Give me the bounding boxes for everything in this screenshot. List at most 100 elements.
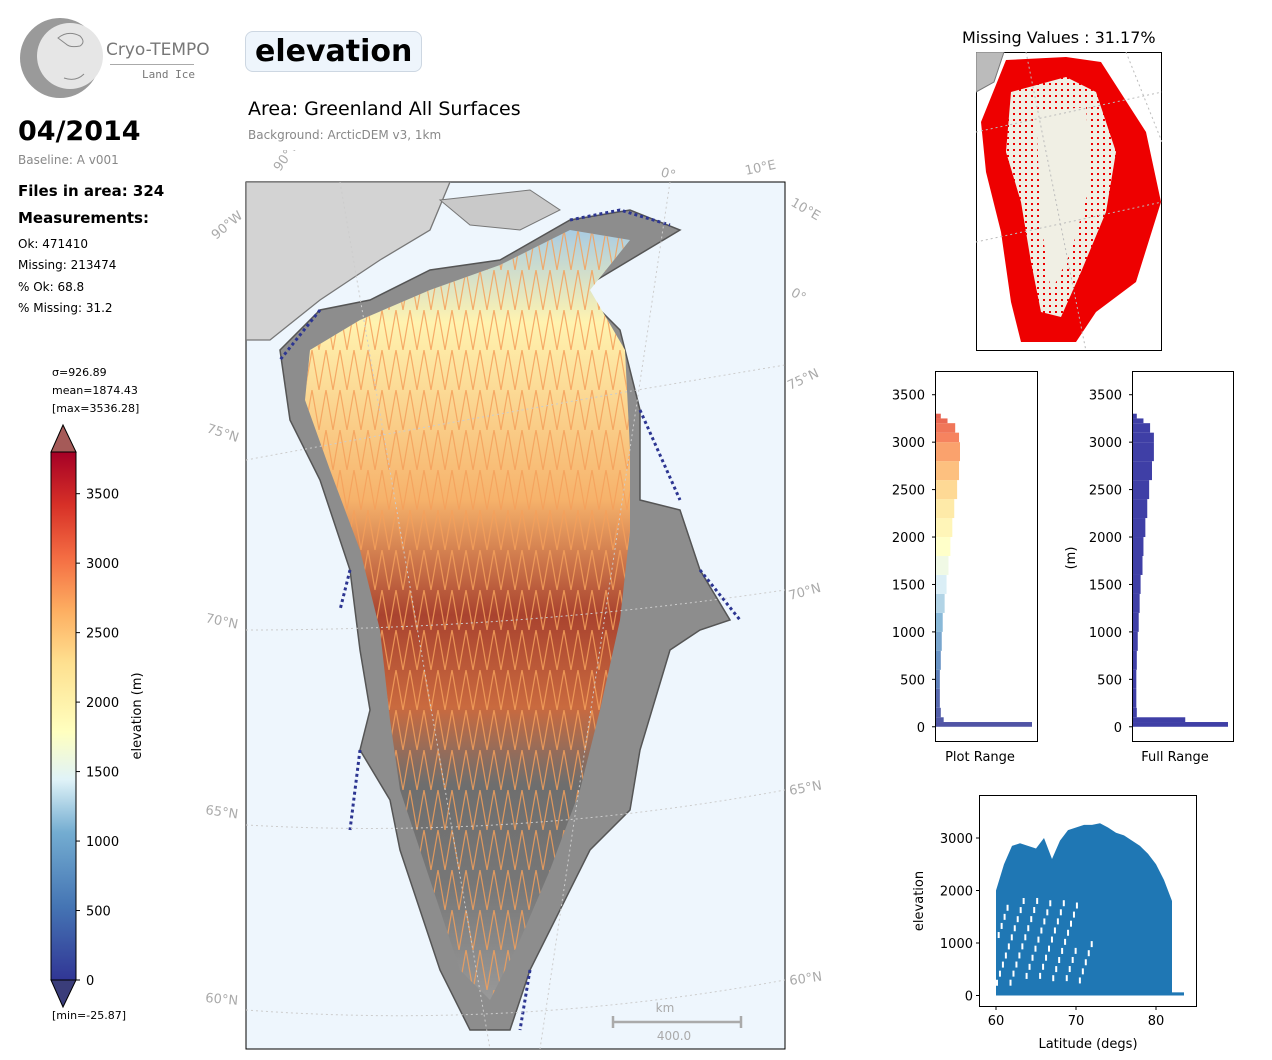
scatter-ytick-label: 3000 [940,832,973,847]
colorbar-tick-label: 1500 [86,766,119,781]
scatter-gap [1055,966,1058,973]
hist-full-range-ylabel: (m) [1064,547,1079,570]
scatter-gap [1050,936,1053,943]
hist-plot-range: 0 500 1000 1500 2000 2500 3000 3500 Plot Range [892,371,1038,765]
hist-tick-label: 2500 [892,484,925,499]
hist-bar [1133,423,1151,433]
hist-bar [936,556,949,575]
hist-tick-label: 1500 [1089,578,1122,593]
hist-tick-label: 1000 [1089,626,1122,641]
scatter-gap [1018,952,1021,959]
scatter-gap [1021,943,1024,950]
hist-bar [936,442,960,462]
scatter-gap [1078,977,1081,984]
scatter-gap [1039,972,1042,979]
colorbar-gradient [50,451,77,981]
scatter-gap [1070,920,1072,927]
colorbar-label: elevation (m) [130,672,145,759]
grat-label: 70°N [787,581,823,604]
scatter-gap [1042,963,1045,970]
hist-bar [1133,688,1137,708]
scatter-gap [1025,972,1028,979]
scatter-gap [1090,941,1093,948]
hist-bar [1133,631,1138,651]
hist-bar [1133,650,1137,670]
hist-bar [1133,499,1148,519]
colorbar-max-extend [50,423,77,453]
colorbar-tick-label: 3000 [86,557,119,572]
scatter-gap [1027,925,1030,932]
logo-name: Cryo-TEMPO [106,40,210,60]
scatter-gap [1033,907,1036,914]
scatter-gap [1022,898,1025,905]
scatter-gap [1074,947,1077,954]
scatter-xtick-label: 70 [1068,1014,1085,1029]
hist-bar [1133,669,1137,689]
grat-label: 0° [659,165,677,183]
scatter-gap [1031,954,1034,961]
hist-bar [936,418,948,424]
scatter-gap [1064,938,1067,945]
scatter-baseline-points [996,992,1184,996]
scatter-gap [1046,909,1049,916]
hist-tick-label: 2000 [892,531,925,546]
hist-bar [1133,480,1150,500]
hist-bar [936,593,945,613]
hist-bar [1133,722,1228,727]
hist-tick-label: 1500 [892,578,925,593]
hist-bar [936,413,941,419]
colorbar-min: [min=-25.87] [52,1009,127,1022]
scatter-gap [1004,952,1007,959]
scatter-gap [1010,934,1013,941]
scatter-gap [1028,963,1031,970]
scatter-gap [1030,916,1033,923]
scatter-gap [1075,902,1078,909]
scatter-gap [1012,970,1015,977]
colorbar: 0 500 1000 1500 2000 2500 3000 3500 elevation (… [50,423,145,1009]
colorbar-tick-label: 1000 [86,835,119,850]
hist-bar [1133,461,1152,481]
hist-bar [1133,518,1146,538]
colorbar-tick-label: 2500 [86,627,119,642]
hist-bar [936,717,944,723]
scatter-gap [1034,945,1037,952]
scale-value: 400.0 [657,1029,691,1043]
scale-unit: km [656,1001,675,1015]
files-label: Files in area: 324 [18,182,165,200]
scatter-gap [1019,907,1022,914]
scatter-gap [1015,961,1018,968]
hist-tick-label: 0 [1114,721,1122,736]
month-label: 04/2014 [18,116,141,147]
colorbar-tick-label: 0 [86,974,94,989]
scatter-gap [998,970,1001,977]
hist-tick-label: 3000 [1089,436,1122,451]
scatter-gap [1068,966,1071,973]
scatter-xtick-label: 80 [1148,1014,1165,1029]
hist-full-range-xlabel: Full Range [1141,750,1209,765]
hist-bar [1133,574,1141,594]
hist-bar [936,574,947,594]
grat-label: 65°N [788,778,823,798]
colorbar-tick-label: 3500 [86,488,119,503]
hist-tick-label: 3000 [892,436,925,451]
colorbar-sigma: σ=926.89 [52,366,107,379]
scatter-ytick-label: 0 [965,990,973,1005]
scatter-gap [1036,897,1039,904]
colorbar-mean: mean=1874.43 [52,384,138,397]
scatter-xlabel: Latitude (degs) [1038,1037,1137,1052]
grat-label: 60°N [205,991,239,1009]
logo-subtitle: Land Ice [142,68,195,81]
grat-label: 90°W [271,150,304,174]
scatter-gap [1062,900,1065,907]
hist-bar [936,650,941,670]
scatter-gap [1048,945,1050,952]
parameter-title: elevation [245,31,423,72]
scatter-gap [1067,929,1070,936]
hist-tick-label: 2500 [1089,484,1122,499]
scatter-gap [1081,968,1084,975]
hist-bar [1133,612,1139,632]
scatter-gap [1087,950,1090,957]
logo-divider [110,64,194,65]
grat-label: 70°N [204,611,239,632]
colorbar-tick-label: 500 [86,905,111,920]
